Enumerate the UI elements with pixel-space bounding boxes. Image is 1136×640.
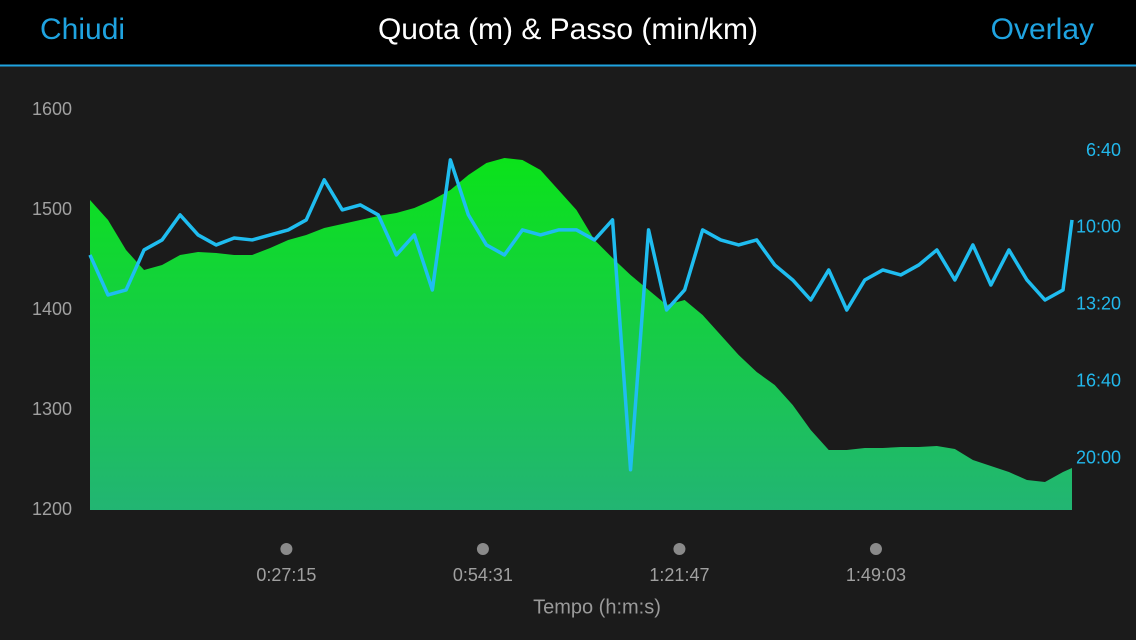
x-tick-label: 1:49:03 [846, 565, 906, 585]
x-tick-dot [280, 543, 293, 555]
y-tick-label: 1600 [32, 99, 72, 119]
header-bar [0, 0, 1136, 65]
y-tick-label: 1400 [32, 299, 72, 319]
y2-tick-label: 13:20 [1076, 294, 1121, 314]
x-tick-dot [476, 543, 489, 555]
plot: 1200 1300 1400 1500 1600 6:40 10:00 13:20 16:40 2… [32, 99, 1121, 585]
overlay-button[interactable]: Overlay [991, 13, 1094, 46]
y2-tick-label: 16:40 [1076, 371, 1121, 391]
elevation-area [90, 158, 1072, 510]
chart-title: Quota (m) & Passo (min/km) [378, 13, 758, 46]
x-tick-label: 0:27:15 [256, 565, 316, 585]
y-tick-label: 1300 [32, 399, 72, 419]
x-tick-dot [673, 543, 686, 555]
y2-tick-label: 6:40 [1086, 140, 1121, 160]
x-axis-title: Tempo (h:m:s) [533, 596, 661, 618]
y-tick-label: 1500 [32, 199, 72, 219]
y2-tick-label: 20:00 [1076, 448, 1121, 468]
x-tick-dot [869, 543, 882, 555]
x-tick-label: 0:54:31 [453, 565, 513, 585]
close-button[interactable]: Chiudi [40, 13, 125, 46]
x-tick-label: 1:21:47 [649, 565, 709, 585]
pace-line [88, 158, 1074, 472]
y2-tick-label: 10:00 [1076, 217, 1121, 237]
y-tick-label: 1200 [32, 499, 72, 519]
